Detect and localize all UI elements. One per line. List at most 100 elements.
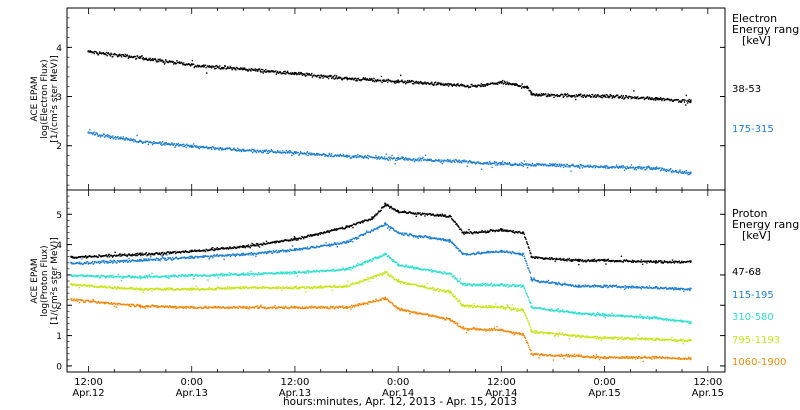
proton-point [224, 255, 226, 257]
proton-point [228, 247, 230, 250]
proton-point [252, 253, 254, 255]
proton-point [121, 277, 123, 279]
proton-point [455, 246, 457, 249]
electron-point [228, 147, 230, 150]
electron-point [646, 167, 648, 170]
proton-point [415, 267, 417, 270]
electron-point [362, 78, 364, 81]
electron-point [456, 84, 459, 86]
electron-point [638, 167, 640, 170]
electron-point [576, 165, 579, 167]
proton-point [550, 310, 552, 312]
electron-point [210, 65, 212, 67]
electron-point [485, 162, 487, 165]
proton-point [487, 250, 490, 253]
electron-point [120, 136, 122, 138]
proton-point [217, 248, 219, 251]
proton-point [117, 273, 119, 276]
proton-point [630, 287, 632, 289]
electron-point [640, 168, 642, 170]
electron-point [452, 159, 455, 162]
electron-point [244, 68, 246, 71]
electron-point [424, 158, 426, 161]
electron-point [203, 65, 205, 68]
proton-point [107, 254, 109, 256]
electron-point [535, 164, 537, 167]
proton-point [345, 269, 348, 271]
proton-point [355, 265, 357, 267]
proton-point [528, 247, 530, 249]
proton-point [153, 253, 156, 256]
proton-point [156, 275, 159, 277]
electron-point [163, 142, 166, 144]
proton-point [538, 281, 540, 283]
proton-point [616, 260, 618, 262]
electron-point [199, 145, 201, 148]
proton-point [654, 287, 656, 289]
proton-point [436, 213, 439, 216]
proton-point [298, 247, 301, 250]
electron-point [539, 163, 542, 166]
proton-point [654, 262, 657, 264]
electron-point [295, 151, 297, 153]
proton-point [179, 274, 181, 276]
proton-point [337, 269, 340, 272]
proton-point [340, 243, 343, 245]
proton-point [140, 254, 142, 257]
proton-point [468, 232, 471, 235]
proton-point [620, 255, 623, 258]
proton-point [671, 261, 673, 263]
electron-point [375, 80, 378, 83]
proton-point [659, 260, 662, 262]
proton-point [476, 284, 478, 287]
electron-point [431, 81, 433, 84]
electron-point [270, 149, 273, 151]
proton-point [586, 285, 588, 288]
electron-point [327, 75, 329, 77]
electron-point [689, 171, 692, 174]
electron-point [147, 59, 149, 61]
electron-point [182, 145, 184, 148]
electron-point [290, 73, 292, 76]
electron-point [256, 69, 258, 71]
electron-point [503, 82, 505, 84]
electron-point [397, 79, 399, 81]
proton-point [519, 284, 522, 286]
electron-point [444, 84, 447, 86]
proton-point [229, 255, 232, 258]
proton-point [413, 236, 415, 238]
proton-point [514, 232, 516, 234]
proton-point [303, 272, 306, 274]
proton-point [247, 244, 250, 246]
electron-point [602, 94, 604, 96]
proton-point [277, 251, 279, 253]
proton-point [139, 252, 141, 255]
proton-point [450, 216, 452, 218]
proton-point [637, 260, 639, 262]
proton-point [279, 272, 281, 274]
electron-point [266, 70, 269, 72]
proton-point [214, 274, 217, 277]
proton-point [216, 253, 218, 256]
electron-point [364, 77, 366, 79]
electron-point [645, 166, 648, 168]
electron-point [335, 75, 338, 77]
electron-point [377, 157, 380, 159]
electron-point [118, 55, 120, 57]
proton-point [395, 230, 398, 232]
proton-point [389, 226, 391, 228]
proton-point [91, 261, 93, 264]
proton-point [320, 269, 322, 272]
electron-point [175, 143, 177, 145]
electron-point [565, 165, 567, 168]
proton-point [88, 255, 91, 257]
proton-point [113, 259, 116, 262]
proton-point [412, 235, 414, 237]
proton-point [296, 271, 298, 274]
proton-point [465, 253, 467, 255]
proton-panel-frame [66, 189, 726, 373]
proton-point [150, 256, 152, 258]
electron-point [558, 95, 561, 98]
electron-point [525, 87, 528, 89]
proton-point [334, 228, 337, 231]
